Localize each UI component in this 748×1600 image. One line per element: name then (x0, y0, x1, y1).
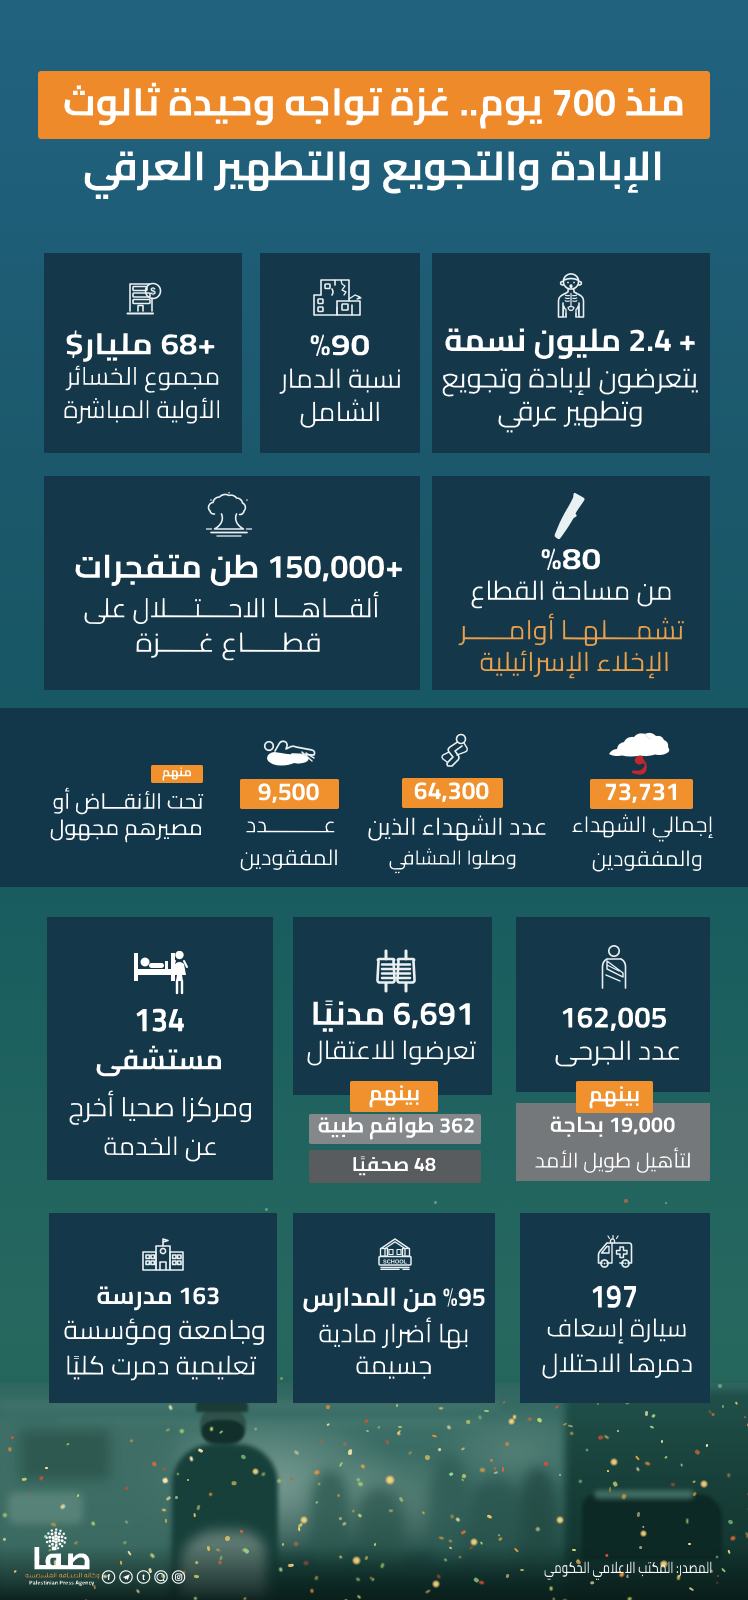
svg-text:t: t (142, 1572, 145, 1582)
svg-text:f: f (107, 1572, 110, 1582)
svg-text:SCHOOL: SCHOOL (383, 1259, 408, 1265)
svg-text:$: $ (150, 287, 156, 298)
